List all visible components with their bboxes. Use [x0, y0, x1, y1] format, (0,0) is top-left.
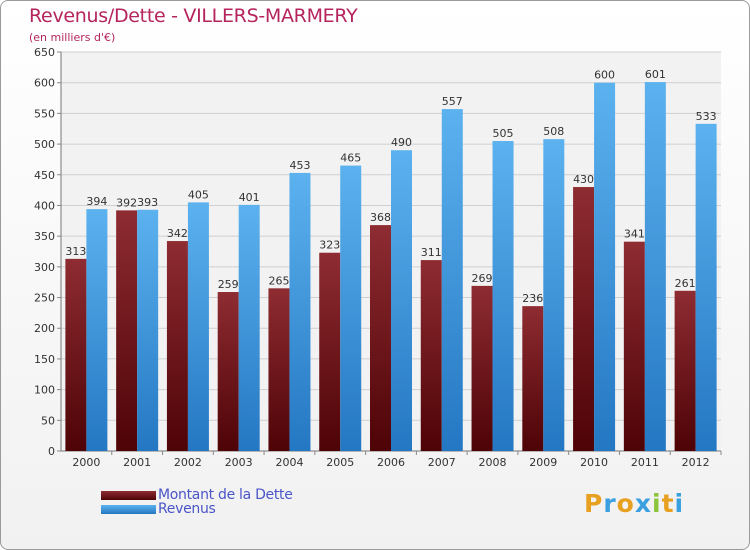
data-label: 453 [289, 159, 310, 172]
y-tick-label: 50 [41, 414, 55, 427]
legend-label-revenus: Revenus [158, 501, 216, 517]
bar-dette [522, 306, 544, 451]
x-tick-label: 2009 [529, 456, 557, 469]
logo-letter: P [584, 489, 604, 518]
x-tick-label: 2002 [174, 456, 202, 469]
y-tick-label: 250 [34, 292, 55, 305]
bar-revenus [289, 172, 311, 452]
y-tick-label: 350 [34, 230, 55, 243]
y-tick-label: 450 [34, 169, 55, 182]
bar-revenus [594, 82, 616, 451]
bar-dette [370, 225, 391, 451]
bar-revenus [695, 123, 717, 451]
data-label: 393 [137, 196, 158, 209]
data-label: 505 [493, 127, 514, 140]
bar-dette [674, 290, 696, 451]
x-tick-label: 2001 [123, 456, 151, 469]
x-tick-label: 2000 [72, 456, 100, 469]
data-label: 430 [573, 173, 594, 186]
bar-revenus [492, 141, 514, 451]
bar-dette [268, 288, 290, 451]
logo-letter: x [634, 489, 652, 518]
data-label: 394 [86, 195, 107, 208]
bar-dette [319, 252, 341, 451]
data-label: 490 [391, 136, 412, 149]
bar-dette [471, 285, 493, 451]
x-tick-label: 2005 [326, 456, 354, 469]
logo-letter: r [603, 489, 617, 518]
data-label: 533 [696, 110, 717, 123]
data-label: 392 [116, 196, 137, 209]
data-label: 341 [624, 228, 645, 241]
proxiti-logo: Proxiti [584, 489, 684, 518]
y-tick-label: 0 [48, 445, 55, 458]
data-label: 236 [522, 292, 543, 305]
data-label: 368 [370, 211, 391, 224]
bar-dette [623, 241, 645, 451]
bar-dette [116, 210, 138, 451]
data-label: 600 [594, 69, 615, 82]
bar-dette [65, 258, 87, 451]
data-label: 313 [65, 245, 86, 258]
y-tick-label: 300 [34, 261, 55, 274]
bar-revenus [644, 82, 666, 451]
x-tick-label: 2007 [428, 456, 456, 469]
legend-label-dette: Montant de la Dette [158, 487, 293, 503]
legend-item-dette: Montant de la Dette [101, 487, 293, 503]
logo-letter: t [661, 489, 675, 518]
data-label: 401 [239, 191, 260, 204]
data-label: 261 [675, 277, 696, 290]
data-label: 323 [319, 239, 340, 252]
x-tick-label: 2006 [377, 456, 405, 469]
bar-revenus [543, 139, 565, 452]
bar-revenus [391, 150, 412, 451]
data-label: 269 [472, 272, 493, 285]
legend-item-revenus: Revenus [101, 501, 293, 517]
data-label: 405 [188, 188, 209, 201]
y-tick-label: 150 [34, 353, 55, 366]
x-tick-label: 2008 [479, 456, 507, 469]
y-tick-label: 600 [34, 77, 55, 90]
logo-letter: i [674, 489, 685, 518]
bar-revenus [238, 204, 260, 451]
data-label: 342 [167, 227, 188, 240]
x-tick-label: 2011 [631, 456, 659, 469]
bar-dette [420, 260, 442, 451]
logo-letter: i [652, 489, 662, 518]
y-tick-label: 200 [34, 322, 55, 335]
logo-letter: o [616, 489, 635, 518]
x-tick-label: 2003 [225, 456, 253, 469]
bar-revenus [441, 109, 463, 451]
bar-revenus [340, 165, 362, 452]
x-tick-label: 2010 [580, 456, 608, 469]
chart-title: Revenus/Dette - VILLERS-MARMERY [29, 5, 358, 27]
data-label: 265 [268, 274, 289, 287]
bar-revenus [86, 209, 108, 451]
chart-legend: Montant de la Dette Revenus [101, 487, 293, 517]
bar-revenus [187, 202, 209, 451]
bar-dette [573, 187, 595, 452]
bar-dette [217, 292, 239, 451]
bar-revenus [137, 209, 159, 451]
data-label: 465 [340, 152, 361, 165]
legend-swatch-dette [101, 490, 156, 500]
bar-dette [166, 241, 188, 451]
data-label: 311 [421, 246, 442, 259]
data-label: 557 [442, 95, 463, 108]
y-tick-label: 650 [34, 46, 55, 59]
x-tick-label: 2004 [275, 456, 303, 469]
data-label: 259 [218, 278, 239, 291]
data-label: 508 [543, 125, 564, 138]
y-tick-label: 550 [34, 107, 55, 120]
chart-subtitle: (en milliers d'€) [29, 31, 116, 44]
y-tick-label: 100 [34, 384, 55, 397]
x-tick-label: 2012 [682, 456, 710, 469]
y-tick-label: 400 [34, 199, 55, 212]
legend-swatch-revenus [101, 504, 156, 514]
data-label: 601 [645, 68, 666, 81]
y-tick-label: 500 [34, 138, 55, 151]
